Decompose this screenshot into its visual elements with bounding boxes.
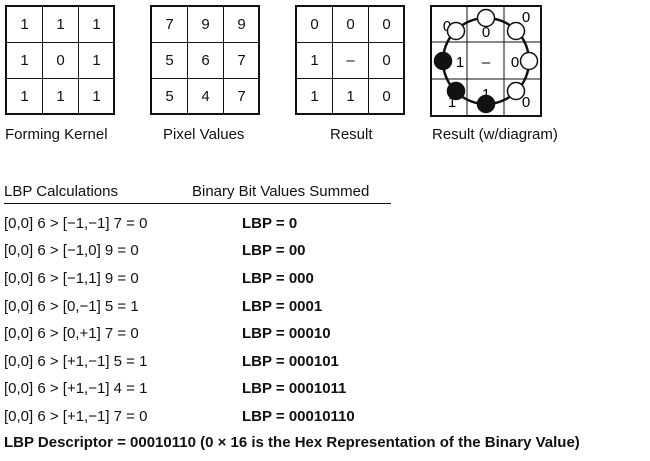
grid-cell: 1 <box>20 52 29 69</box>
grid-cell: 0 <box>522 94 530 111</box>
grid-cell: 1 <box>56 16 65 33</box>
header-divider <box>4 203 391 204</box>
lbp-value: LBP = 0001011 <box>242 380 347 397</box>
grid-cell: 5 <box>165 52 174 69</box>
grid-cell: – <box>346 52 355 69</box>
calculations-header: LBP Calculations <box>4 183 118 200</box>
grid-cell: 7 <box>237 88 246 105</box>
grid-cell: 0 <box>482 24 490 41</box>
empty-sample-point <box>519 51 539 71</box>
grid-cell: 0 <box>443 18 451 35</box>
grid-cell: 7 <box>237 52 246 69</box>
calc-row: [0,0] 6 > [0,−1] 5 = 1 <box>4 298 139 315</box>
calc-row: [0,0] 6 > [+1,−1] 5 = 1 <box>4 353 148 370</box>
grid-cell: 0 <box>382 16 391 33</box>
lbp-descriptor: LBP Descriptor = 00010110 (0 × 16 is the… <box>4 434 580 451</box>
lbp-value: LBP = 00010110 <box>242 408 355 425</box>
grid-cell: 1 <box>310 88 319 105</box>
filled-sample-point <box>446 81 466 101</box>
grid-cell: 1 <box>92 52 101 69</box>
grid-cell: 1 <box>92 88 101 105</box>
calc-row: [0,0] 6 > [+1,−1] 4 = 1 <box>4 380 148 397</box>
forming-kernel-grid: 1 1 1 1 0 1 1 1 1 <box>5 5 115 115</box>
grid-cell: 0 <box>382 52 391 69</box>
grid-cell: 0 <box>382 88 391 105</box>
lbp-value: LBP = 0 <box>242 215 298 232</box>
empty-sample-point <box>476 8 496 28</box>
forming-kernel-caption: Forming Kernel <box>5 126 108 143</box>
grid-cell: 1 <box>20 16 29 33</box>
calc-row: [0,0] 6 > [−1,−1] 7 = 0 <box>4 215 148 232</box>
result-diagram-caption: Result (w/diagram) <box>432 126 558 143</box>
grid-cell: 0 <box>511 54 519 71</box>
calc-row: [0,0] 6 > [−1,0] 9 = 0 <box>4 242 139 259</box>
binary-sum-header: Binary Bit Values Summed <box>192 183 370 200</box>
grid-cell: 5 <box>165 88 174 105</box>
calc-row: [0,0] 6 > [−1,1] 9 = 0 <box>4 270 139 287</box>
lbp-value: LBP = 000 <box>242 270 314 287</box>
grid-cell: – <box>482 54 491 71</box>
filled-sample-point <box>433 51 453 71</box>
pixel-values-caption: Pixel Values <box>163 126 245 143</box>
grid-cell: 1 <box>56 88 65 105</box>
grid-cell: 4 <box>201 88 210 105</box>
grid-cell: 1 <box>346 88 355 105</box>
grid-cell: 7 <box>165 16 174 33</box>
grid-cell: 1 <box>20 88 29 105</box>
calc-row: [0,0] 6 > [0,+1] 7 = 0 <box>4 325 139 342</box>
lbp-value: LBP = 000101 <box>242 353 339 370</box>
result-caption: Result <box>330 126 373 143</box>
lbp-circle-diagram: 0 0 0 1 – 0 1 1 0 <box>430 5 542 117</box>
lbp-value: LBP = 00010 <box>242 325 331 342</box>
grid-cell: 9 <box>237 16 246 33</box>
grid-cell: 1 <box>456 54 464 71</box>
empty-sample-point <box>506 81 526 101</box>
empty-sample-point <box>506 21 526 41</box>
filled-sample-point <box>476 94 496 114</box>
grid-cell: 0 <box>310 16 319 33</box>
grid-cell: 9 <box>201 16 210 33</box>
empty-sample-point <box>446 21 466 41</box>
pixel-values-grid: 7 9 9 5 6 7 5 4 7 <box>150 5 260 115</box>
grid-cell: 0 <box>346 16 355 33</box>
result-grid: 0 0 0 1 – 0 1 1 0 <box>295 5 405 115</box>
grid-cell: 0 <box>56 52 65 69</box>
lbp-value: LBP = 00 <box>242 242 306 259</box>
grid-cell: 6 <box>201 52 210 69</box>
grid-cell: 1 <box>448 94 456 111</box>
calc-row: [0,0] 6 > [+1,−1] 7 = 0 <box>4 408 148 425</box>
lbp-value: LBP = 0001 <box>242 298 323 315</box>
grid-cell: 0 <box>522 9 530 26</box>
grid-cell: 1 <box>92 16 101 33</box>
grid-cell: 1 <box>310 52 319 69</box>
grid-cell: 1 <box>482 86 490 103</box>
